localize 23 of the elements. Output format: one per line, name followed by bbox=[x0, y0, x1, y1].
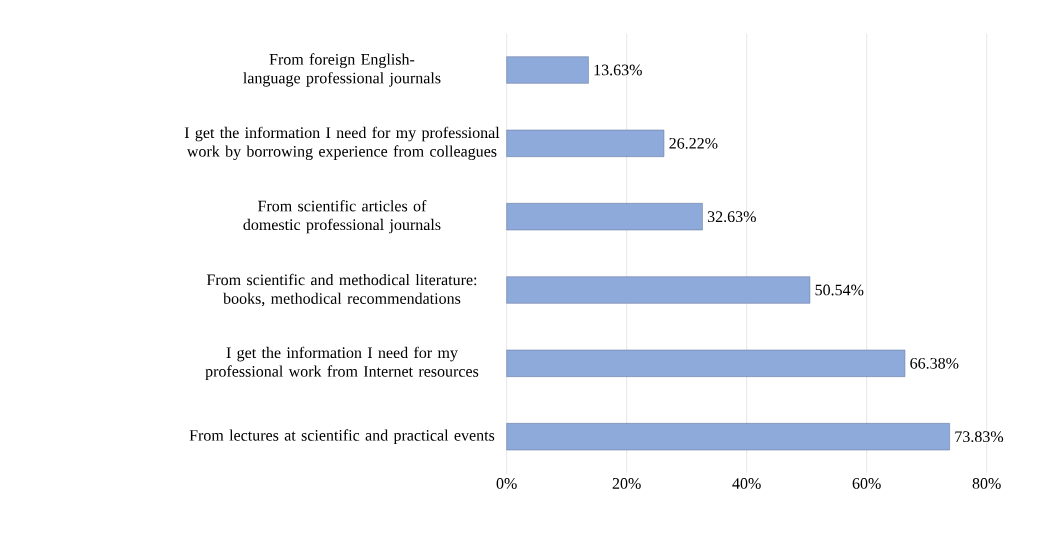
x-tick-label: 60% bbox=[852, 478, 881, 489]
data-label: 66.38% bbox=[910, 357, 959, 369]
bar bbox=[506, 276, 811, 304]
y-tick-label: From scientific articles of domestic professional journals bbox=[243, 200, 441, 234]
data-label: 13.63% bbox=[594, 64, 642, 76]
x-tick-label: 40% bbox=[732, 478, 761, 489]
bar bbox=[506, 56, 589, 84]
data-label: 73.83% bbox=[955, 431, 1004, 443]
bar bbox=[506, 423, 950, 451]
data-label: 32.63% bbox=[707, 211, 756, 223]
bar bbox=[506, 129, 665, 157]
y-tick-label: From scientific and methodical literature: books, methodical recommendations bbox=[206, 273, 477, 307]
data-label: 26.22% bbox=[669, 137, 718, 149]
y-tick-label: From lectures at scientific and practical events bbox=[189, 429, 495, 445]
x-tick-label: 80% bbox=[972, 478, 1001, 489]
bar bbox=[506, 349, 906, 377]
y-tick-label: From foreign English-language professional journals bbox=[243, 53, 441, 87]
x-tick-label: 20% bbox=[612, 478, 641, 489]
bar bbox=[506, 203, 703, 231]
y-tick-label: I get the information I need for my professional work from Internet resources bbox=[205, 346, 479, 381]
y-tick-label: I get the information I need for my professional work by borrowing experience from colleagues bbox=[184, 126, 500, 161]
x-tick-label: 0% bbox=[496, 478, 517, 489]
data-label: 50.54% bbox=[815, 284, 864, 296]
